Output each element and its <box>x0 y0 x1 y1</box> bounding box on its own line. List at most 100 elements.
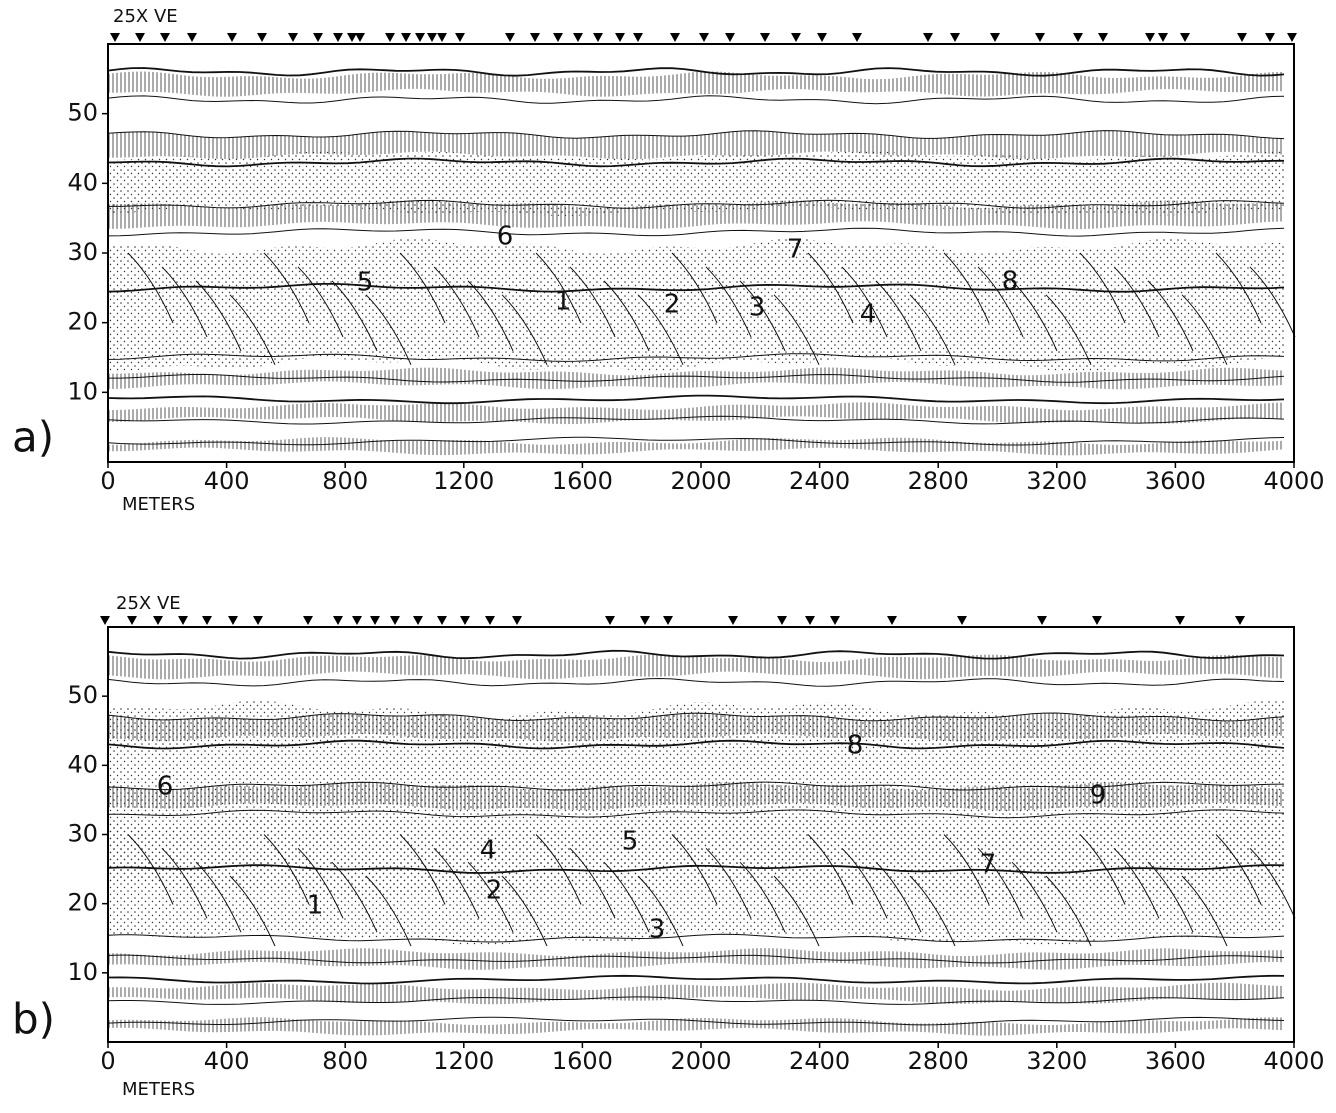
station-marker <box>228 616 238 625</box>
bed-boundary <box>107 954 1285 964</box>
accretion-surface <box>399 834 446 905</box>
accretion-surface <box>671 834 718 905</box>
station-marker <box>633 33 643 42</box>
unit-number: 5 <box>622 827 639 857</box>
bed-boundary <box>107 436 1285 446</box>
bed-boundary <box>107 282 1285 293</box>
accretion-surface <box>603 280 650 352</box>
station-marker <box>187 33 197 42</box>
accretion-surface <box>229 875 276 947</box>
accretion-surface <box>1249 266 1296 338</box>
station-marker <box>923 33 933 42</box>
station-marker <box>178 616 188 625</box>
station-marker <box>887 616 897 625</box>
cross-section-panel: 0 400 800 1200 1600 2000 2400 2800 3200 3600 4000 1… <box>12 6 1325 515</box>
accretion-surface <box>1181 875 1228 947</box>
accretion-surface <box>1113 266 1160 338</box>
station-marker <box>257 33 267 42</box>
station-marker <box>485 616 495 625</box>
station-marker <box>1035 33 1045 42</box>
station-marker <box>288 33 298 42</box>
x-tick-label: 0 <box>100 1047 115 1075</box>
station-marker <box>355 33 365 42</box>
accretion-surface <box>1215 252 1262 324</box>
station-marker <box>110 33 120 42</box>
station-marker <box>505 33 515 42</box>
x-tick-label: 2400 <box>789 467 850 495</box>
accretion-surface <box>1249 847 1296 919</box>
accretion-surface <box>909 294 956 366</box>
station-marker <box>805 616 815 625</box>
x-tick-label: 3600 <box>1145 1047 1206 1075</box>
station-marker <box>135 33 145 42</box>
station-marker <box>1158 33 1168 42</box>
station-marker <box>1037 616 1047 625</box>
station-marker <box>370 616 380 625</box>
accretion-surface <box>977 266 1024 338</box>
station-marker <box>153 616 163 625</box>
accretion-surface <box>127 834 174 905</box>
panel-label: a) <box>12 413 54 462</box>
station-marker <box>615 33 625 42</box>
station-marker <box>401 33 411 42</box>
accretion-surface <box>705 847 752 919</box>
unit-number: 7 <box>787 235 804 265</box>
bed-boundary <box>108 373 1285 383</box>
bed-boundary <box>107 677 1285 687</box>
x-tick-label: 3200 <box>1026 467 1087 495</box>
y-tick-label: 20 <box>67 889 98 917</box>
accretion-surface <box>773 875 820 947</box>
station-marker <box>663 616 673 625</box>
accretion-surface <box>637 875 684 947</box>
x-tick-label: 1600 <box>552 467 613 495</box>
x-axis-label: METERS <box>122 494 195 515</box>
hatched-bed <box>108 402 1284 425</box>
station-marker <box>1237 33 1247 42</box>
unit-number: 8 <box>847 731 864 761</box>
accretion-surface <box>773 294 820 366</box>
unit-number: 3 <box>649 915 666 945</box>
accretion-surface <box>569 847 616 919</box>
accretion-surface <box>161 847 208 919</box>
accretion-surface <box>739 861 786 933</box>
accretion-surface <box>263 834 310 905</box>
unit-number: 4 <box>480 836 497 866</box>
station-marker <box>127 616 137 625</box>
station-marker <box>385 33 395 42</box>
accretion-surface <box>1079 252 1126 324</box>
station-marker <box>427 33 437 42</box>
bed-boundary <box>107 227 1285 237</box>
y-tick-label: 30 <box>67 820 98 848</box>
accretion-surface <box>807 834 854 905</box>
y-tick-label: 40 <box>67 750 98 778</box>
vertical-exaggeration: 25X VE <box>116 593 181 614</box>
x-tick-label: 400 <box>204 467 250 495</box>
accretion-surface <box>433 847 480 919</box>
station-marker <box>1175 616 1185 625</box>
y-tick-label: 40 <box>67 168 98 196</box>
accretion-surface <box>1181 294 1228 366</box>
bed-boundary <box>107 1016 1285 1026</box>
vertical-exaggeration: 25X VE <box>113 6 178 27</box>
accretion-surface <box>705 266 752 338</box>
station-marker <box>573 33 583 42</box>
station-marker <box>1092 616 1102 625</box>
station-marker <box>347 33 357 42</box>
sand-body <box>108 238 1284 373</box>
x-tick-label: 2000 <box>670 467 731 495</box>
hatched-bed <box>108 982 1284 1005</box>
accretion-surface <box>501 875 548 947</box>
station-marker <box>437 33 447 42</box>
x-tick-label: 0 <box>100 467 115 495</box>
accretion-surface <box>433 266 480 338</box>
accretion-surface <box>1079 834 1126 905</box>
station-marker <box>437 616 447 625</box>
accretion-surface <box>263 252 310 324</box>
accretion-surface <box>161 266 208 338</box>
cross-section-panel: 0 400 800 1200 1600 2000 2400 2800 3200 3600 4000 1… <box>12 593 1325 1100</box>
accretion-surface <box>1147 280 1194 352</box>
y-tick-label: 50 <box>67 99 98 127</box>
x-axis-label: METERS <box>122 1079 195 1100</box>
sand-body <box>108 700 1284 900</box>
